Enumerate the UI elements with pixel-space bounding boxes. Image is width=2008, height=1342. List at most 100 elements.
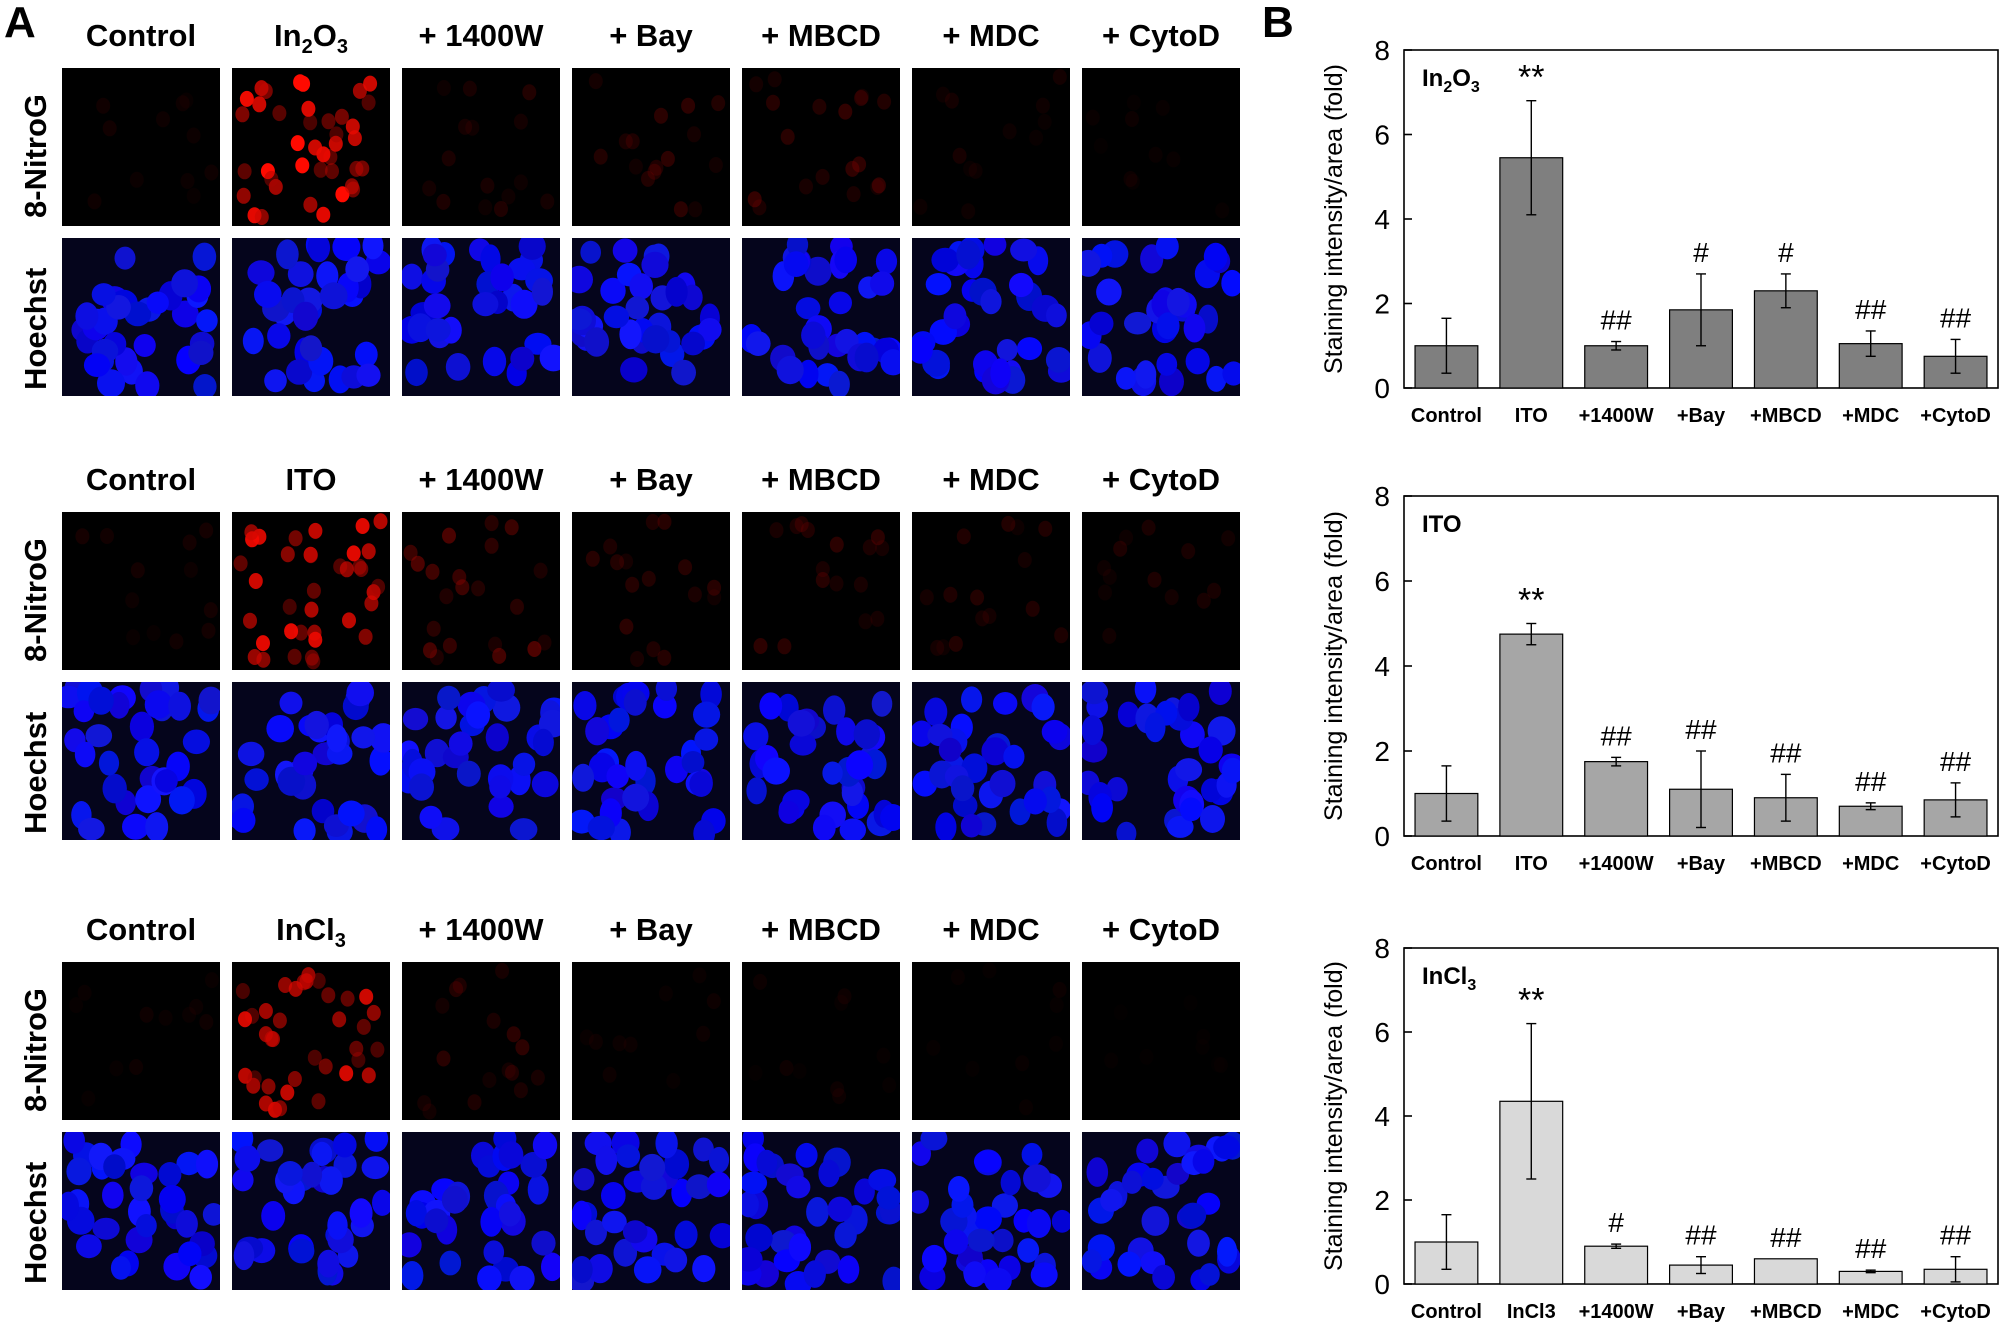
nitro-stain-image — [912, 962, 1070, 1120]
nitro-stain-image — [572, 962, 730, 1120]
significance-label: # — [1608, 1207, 1624, 1238]
nitro-stain-image — [402, 68, 560, 226]
nitro-stain-image — [912, 68, 1070, 226]
significance-label: ## — [1940, 1220, 1972, 1251]
nitro-stain-image — [232, 68, 390, 226]
significance-label: ## — [1855, 766, 1887, 797]
y-tick-label: 2 — [1374, 1185, 1390, 1216]
y-tick-label: 8 — [1374, 35, 1390, 66]
column-label: + 1400W — [418, 912, 544, 947]
hoechst-stain-image — [572, 682, 730, 840]
column-label: + Bay — [609, 912, 693, 947]
nitro-stain-image — [62, 512, 220, 670]
chart-title: In2O3 — [1422, 65, 1480, 96]
y-tick-label: 4 — [1374, 1101, 1390, 1132]
y-tick-label: 2 — [1374, 289, 1390, 320]
bar-chart: 0 2 4 6 8 Staining intensity/area (fold) In2O3… — [1320, 35, 1999, 427]
nitro-stain-image — [402, 962, 560, 1120]
nitro-stain-image — [742, 962, 900, 1120]
hoechst-stain-image — [232, 1132, 390, 1290]
column-label: In2O3 — [274, 18, 348, 59]
panel-a-label: A — [4, 0, 36, 47]
hoechst-stain-image — [742, 682, 900, 840]
hoechst-stain-image — [402, 1132, 560, 1290]
chart-title: ITO — [1422, 511, 1462, 538]
column-label: + MBCD — [761, 18, 881, 53]
bar-chart: 0 2 4 6 8 Staining intensity/area (fold) ITO Co… — [1320, 481, 1999, 875]
y-tick-label: 6 — [1374, 120, 1390, 151]
y-tick-label: 8 — [1374, 933, 1390, 964]
x-tick-label: +1400W — [1579, 853, 1654, 875]
column-label: + 1400W — [418, 18, 544, 53]
column-label: + MDC — [942, 462, 1040, 497]
column-label: + CytoD — [1102, 18, 1220, 53]
nitro-stain-image — [912, 512, 1070, 670]
hoechst-stain-image — [1082, 1132, 1240, 1290]
bar — [1753, 1258, 1818, 1285]
x-tick-label: +MBCD — [1750, 853, 1822, 875]
hoechst-stain-image — [62, 682, 220, 840]
hoechst-stain-image — [62, 238, 220, 396]
nitro-stain-image — [742, 68, 900, 226]
significance-label: ** — [1518, 982, 1544, 1020]
x-tick-label: Control — [1411, 405, 1482, 427]
y-tick-label: 2 — [1374, 736, 1390, 767]
column-label: ITO — [285, 462, 337, 497]
x-tick-label: Control — [1411, 853, 1482, 875]
significance-label: ## — [1601, 305, 1633, 336]
column-label: + MBCD — [761, 912, 881, 947]
hoechst-stain-image — [402, 238, 560, 396]
nitro-stain-image — [232, 512, 390, 670]
column-label: + MDC — [942, 912, 1040, 947]
column-label: Control — [85, 912, 197, 947]
nitro-stain-image — [1082, 68, 1240, 226]
nitro-stain-image — [572, 512, 730, 670]
hoechst-stain-image — [912, 682, 1070, 840]
x-tick-label: +CytoD — [1920, 405, 1991, 427]
x-tick-label: +MDC — [1842, 405, 1899, 427]
x-tick-label: +MBCD — [1750, 405, 1822, 427]
significance-label: ## — [1770, 737, 1802, 768]
significance-label: ** — [1518, 582, 1544, 620]
significance-label: ** — [1518, 59, 1544, 97]
y-axis-label: Staining intensity/area (fold) — [1320, 64, 1348, 374]
bar-chart: 0 2 4 6 8 Staining intensity/area (fold) InCl3… — [1320, 933, 1999, 1323]
column-label: Control — [85, 18, 197, 53]
y-tick-label: 0 — [1374, 1269, 1390, 1300]
column-label: + Bay — [609, 18, 693, 53]
bar — [1584, 345, 1649, 389]
x-tick-label: +Bay — [1677, 1301, 1726, 1323]
significance-label: # — [1693, 237, 1709, 268]
column-label: InCl3 — [276, 912, 346, 953]
x-tick-label: +MDC — [1842, 1301, 1899, 1323]
nitro-stain-image — [402, 512, 560, 670]
column-label: + MDC — [942, 18, 1040, 53]
significance-label: ## — [1601, 720, 1633, 751]
hoechst-stain-image — [402, 682, 560, 840]
nitro-stain-image — [232, 962, 390, 1120]
panel-b-label: B — [1262, 0, 1294, 47]
significance-label: ## — [1940, 302, 1972, 333]
significance-label: # — [1778, 237, 1794, 268]
significance-label: ## — [1685, 714, 1717, 745]
column-label: + CytoD — [1102, 462, 1220, 497]
y-tick-label: 4 — [1374, 651, 1390, 682]
x-tick-label: +CytoD — [1920, 853, 1991, 875]
hoechst-stain-image — [232, 238, 390, 396]
hoechst-stain-image — [1082, 682, 1240, 840]
significance-label: ## — [1855, 294, 1887, 325]
column-label: + 1400W — [418, 462, 544, 497]
hoechst-stain-image — [742, 1132, 900, 1290]
significance-label: ## — [1770, 1222, 1802, 1253]
significance-label: ## — [1940, 746, 1972, 777]
x-tick-label: ITO — [1515, 853, 1548, 875]
bar — [1499, 633, 1564, 837]
y-tick-label: 8 — [1374, 481, 1390, 512]
x-tick-label: ITO — [1515, 405, 1548, 427]
y-axis-label: Staining intensity/area (fold) — [1320, 511, 1348, 821]
nitro-stain-image — [62, 68, 220, 226]
nitro-stain-image — [742, 512, 900, 670]
x-tick-label: +1400W — [1579, 1301, 1654, 1323]
x-tick-label: +CytoD — [1920, 1301, 1991, 1323]
